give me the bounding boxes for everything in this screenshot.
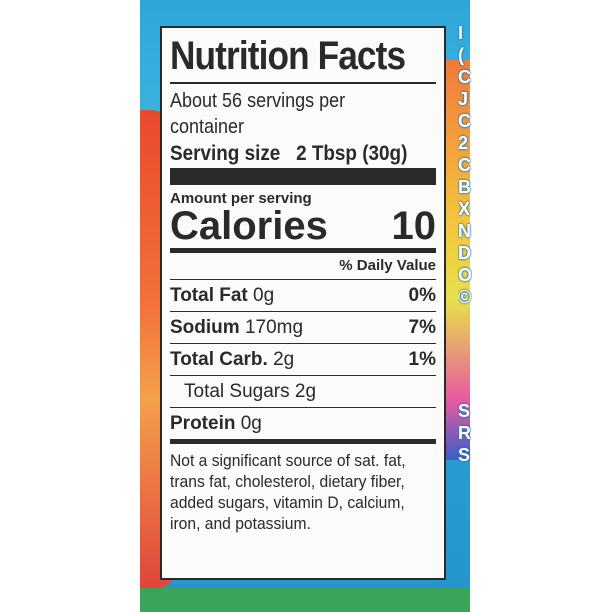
footnote-line: Not a significant source of sat. fat,: [170, 451, 406, 470]
side-text-fragment: N: [458, 221, 471, 241]
side-text-fragment: ©: [458, 287, 472, 307]
nutrient-amount: 0g: [253, 285, 275, 306]
nutrient-amount: 0g: [240, 413, 262, 434]
label-title: Nutrition Facts: [170, 34, 406, 78]
footnote-line: added sugars, vitamin D, calcium,: [170, 493, 405, 512]
nutrient-name: Total Carb.: [170, 349, 268, 370]
side-text-fragment: X: [458, 199, 471, 219]
nutrient-name: Sodium: [170, 317, 240, 338]
nutrient-row-total-sugars: Total Sugars 2g: [170, 375, 436, 407]
footnote-line: iron, and potassium.: [170, 514, 311, 533]
amount-per-serving: Amount per serving: [170, 190, 312, 207]
side-text-fragment: C: [458, 67, 471, 87]
nutrient-row-total-fat: Total Fat 0g 0%: [170, 279, 436, 311]
serving-size: Serving size 2 Tbsp (30g): [170, 140, 436, 168]
calories-label: Calories: [170, 204, 328, 248]
nutrient-amount: 2g: [294, 381, 317, 402]
divider: [170, 82, 436, 84]
side-text-fragment: R: [458, 423, 471, 443]
nutrient-row-sodium: Sodium 170mg 7%: [170, 311, 436, 343]
servings-per-container: About 56 servings per container: [170, 90, 346, 138]
nutrient-name: Total Sugars: [184, 381, 290, 402]
nutrient-name: Total Fat: [170, 285, 248, 306]
medium-divider: [170, 248, 436, 253]
side-text-fragment: (: [458, 45, 464, 65]
side-text-fragment: 2: [458, 133, 469, 153]
side-text-fragment: J: [458, 89, 469, 109]
medium-divider: [170, 439, 436, 444]
serving-size-label: Serving size: [170, 142, 281, 165]
package-artwork-bottom: [140, 588, 470, 612]
nutrient-row-protein: Protein 0g: [170, 407, 436, 439]
side-text-fragment: B: [458, 177, 471, 197]
footnote: Not a significant source of sat. fat, tr…: [170, 450, 415, 534]
nutrient-dv: 0%: [408, 285, 436, 306]
side-text-fragment: C: [458, 111, 471, 131]
side-text-upper: I(C J C 2 C B X N D O ©: [458, 22, 472, 308]
side-text-fragment: I: [458, 23, 464, 43]
footnote-line: trans fat, cholesterol, dietary fiber,: [170, 472, 405, 491]
side-text-fragment: O: [458, 265, 472, 285]
nutrient-amount: 2g: [273, 349, 295, 370]
nutrient-dv: 1%: [408, 349, 436, 370]
calories-row: Calories 10: [170, 204, 436, 248]
calories-value: 10: [391, 204, 437, 248]
thick-divider: [170, 168, 436, 185]
daily-value-header: % Daily Value: [339, 257, 436, 274]
nutrient-dv: 7%: [408, 317, 436, 338]
nutrient-amount: 170mg: [244, 317, 304, 338]
side-text-fragment: D: [458, 243, 471, 263]
side-text-fragment: S: [458, 401, 471, 421]
side-text-fragment: C: [458, 155, 471, 175]
serving-size-value: 2 Tbsp (30g): [296, 142, 408, 165]
side-text-fragment: S: [458, 445, 471, 465]
nutrient-row-total-carb: Total Carb. 2g 1%: [170, 343, 436, 375]
nutrient-name: Protein: [170, 413, 236, 434]
nutrition-facts-label: Nutrition Facts About 56 servings per co…: [160, 26, 446, 580]
